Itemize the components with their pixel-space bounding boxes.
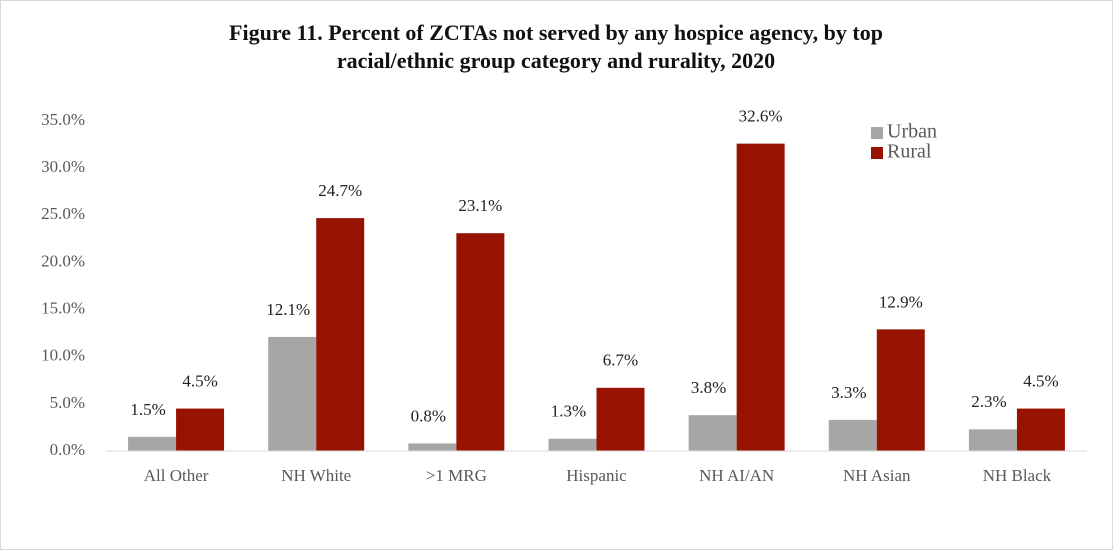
- data-label: 6.7%: [603, 351, 638, 370]
- bar: [128, 436, 177, 451]
- x-tick-label: Hispanic: [566, 466, 627, 485]
- y-tick-label: 25.0%: [41, 204, 85, 223]
- data-label: 32.6%: [739, 107, 783, 126]
- y-tick-label: 20.0%: [41, 251, 85, 270]
- x-tick-label: NH White: [281, 466, 351, 485]
- y-tick-label: 0.0%: [50, 440, 85, 459]
- y-tick-label: 15.0%: [41, 298, 85, 317]
- x-tick-label: All Other: [144, 466, 209, 485]
- bar: [408, 443, 457, 451]
- bar: [548, 438, 597, 451]
- bar: [596, 387, 645, 451]
- legend-swatch: [871, 147, 883, 159]
- data-label: 3.8%: [691, 378, 726, 397]
- bar: [736, 143, 785, 451]
- y-tick-label: 30.0%: [41, 157, 85, 176]
- x-tick-label: NH AI/AN: [699, 466, 774, 485]
- bar: [316, 218, 365, 451]
- data-label: 1.5%: [130, 400, 165, 419]
- chart-title: Figure 11. Percent of ZCTAs not served b…: [229, 20, 883, 45]
- x-tick-label: NH Black: [983, 466, 1052, 485]
- data-label: 12.1%: [266, 300, 310, 319]
- data-label: 4.5%: [182, 371, 217, 390]
- x-tick-label: NH Asian: [843, 466, 911, 485]
- data-label: 4.5%: [1023, 371, 1058, 390]
- y-tick-label: 35.0%: [41, 110, 85, 129]
- bar: [176, 408, 225, 451]
- data-label: 1.3%: [551, 402, 586, 421]
- legend-label: Rural: [887, 141, 932, 163]
- legend-swatch: [871, 127, 883, 139]
- data-label: 0.8%: [411, 406, 446, 425]
- data-label: 12.9%: [879, 292, 923, 311]
- bar: [688, 415, 737, 451]
- bar: [456, 233, 505, 451]
- data-label: 2.3%: [971, 392, 1006, 411]
- data-label: 23.1%: [458, 196, 502, 215]
- data-label: 3.3%: [831, 383, 866, 402]
- legend-label: Urban: [887, 121, 937, 143]
- y-tick-label: 10.0%: [41, 346, 85, 365]
- y-tick-label: 5.0%: [50, 393, 85, 412]
- bar: [968, 429, 1017, 451]
- bar: [268, 336, 317, 451]
- data-label: 24.7%: [318, 181, 362, 200]
- bar: [1016, 408, 1065, 451]
- bar: [876, 329, 925, 451]
- bar: [828, 419, 877, 451]
- x-tick-label: >1 MRG: [426, 466, 487, 485]
- chart-title: racial/ethnic group category and ruralit…: [337, 48, 775, 73]
